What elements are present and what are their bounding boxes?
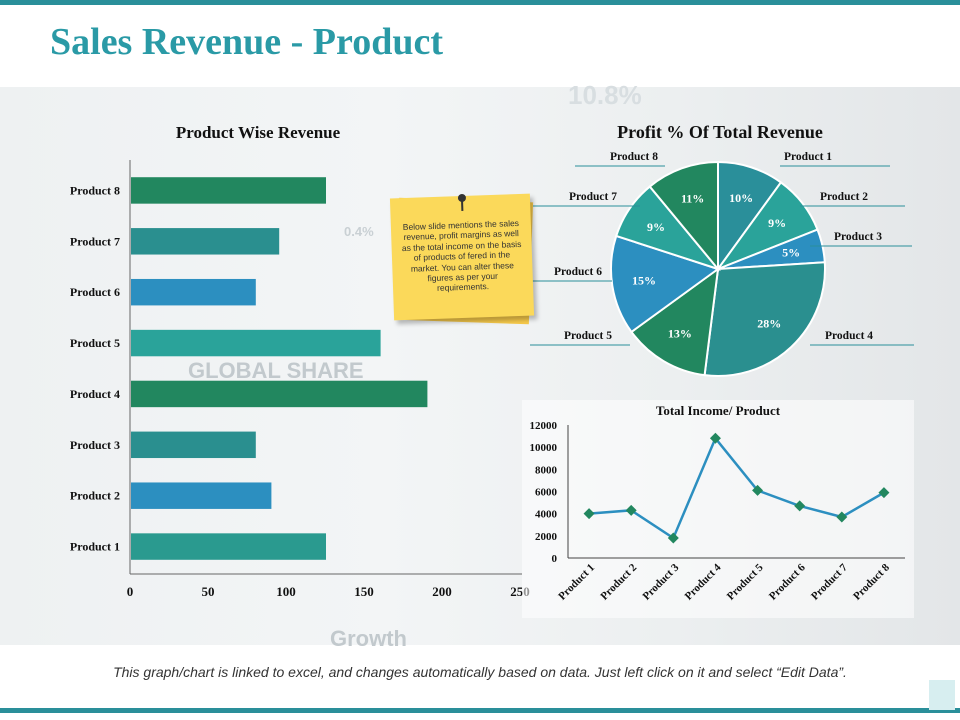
bg-global-share: GLOBAL SHARE: [188, 358, 364, 383]
bar-product-4: [131, 380, 428, 408]
line-y-tick-label: 8000: [535, 464, 558, 476]
bar-category-label: Product 6: [70, 285, 120, 299]
pie-category-label: Product 7: [569, 191, 617, 203]
bg-stat-0-4: 0.4%: [344, 224, 374, 239]
bar-product-6: [131, 278, 256, 306]
bar-category-label: Product 4: [70, 387, 120, 401]
line-point-product-1: [583, 508, 595, 520]
pie-chart: Profit % Of Total Revenue 10% Product 1 9%…: [530, 122, 914, 377]
line-point-product-4: [709, 432, 721, 444]
pin-stem: [461, 200, 464, 211]
line-series: [588, 435, 885, 540]
line-point-product-6: [794, 500, 806, 512]
bar-category-label: Product 7: [70, 234, 120, 248]
pie-data-label: 28%: [757, 317, 781, 331]
bar-x-tick-label: 150: [354, 584, 374, 599]
pie-data-label: 5%: [782, 246, 800, 260]
bar-chart: Product Wise Revenue Product 1 Product 2 P…: [70, 123, 530, 599]
line-point-product-2: [625, 504, 637, 516]
pie-slice-product-6: [610, 234, 721, 334]
bar-category-label: Product 8: [70, 183, 120, 197]
line-y-tick-label: 6000: [535, 487, 558, 499]
pie-slice-product-5: [630, 266, 720, 377]
bar-product-5: [131, 329, 381, 357]
pie-category-label: Product 4: [825, 330, 873, 342]
bar-product-2: [131, 482, 272, 509]
line-point-product-3: [667, 532, 679, 544]
bg-stat-10-8: 10.8%: [568, 80, 642, 110]
bar-category-label: Product 2: [70, 489, 120, 503]
pie-data-label: 9%: [768, 216, 786, 230]
pie-data-label: 9%: [647, 220, 665, 234]
slide-title: Sales Revenue - Product: [50, 21, 443, 63]
bar-product-8: [131, 177, 326, 204]
bar-category-label: Product 5: [70, 336, 120, 350]
bar-category-label: Product 1: [70, 540, 120, 554]
pie-category-label: Product 3: [834, 231, 882, 243]
line-chart-title: Total Income/ Product: [656, 403, 781, 418]
line-chart: Total Income/ Product 0 2000 4000 6000 8000 1…: [522, 400, 914, 618]
bar-product-1: [131, 533, 326, 560]
pie-chart-title: Profit % Of Total Revenue: [617, 122, 823, 142]
bar-product-7: [131, 228, 280, 255]
bar-product-3: [131, 431, 256, 459]
line-point-product-7: [836, 511, 848, 523]
sticky-note: Below slide mentions the sales revenue, …: [389, 193, 535, 321]
pie-category-label: Product 1: [784, 151, 832, 163]
line-y-tick-label: 12000: [530, 420, 558, 432]
bar-x-tick-label: 0: [127, 584, 134, 599]
bar-x-tick-label: 100: [276, 584, 296, 599]
pie-data-label: 11%: [681, 192, 704, 206]
top-accent-rule: [0, 0, 960, 5]
pie-slice-product-8: [648, 160, 719, 272]
bar-category-label: Product 3: [70, 438, 120, 452]
line-y-tick-label: 4000: [535, 509, 558, 521]
bar-x-tick-label: 50: [202, 584, 215, 599]
footer-text: This graph/chart is linked to excel, and…: [113, 664, 847, 680]
bottom-accent-rule: [0, 708, 960, 713]
line-y-tick-label: 2000: [535, 531, 558, 543]
pie-data-label: 10%: [729, 191, 753, 205]
corner-decoration: [929, 680, 955, 710]
bar-x-tick-label: 200: [432, 584, 452, 599]
pie-data-label: 15%: [632, 274, 656, 288]
sticky-note-text: Below slide mentions the sales revenue, …: [401, 217, 522, 294]
line-y-tick-label: 10000: [530, 442, 558, 454]
pie-category-label: Product 6: [554, 266, 602, 278]
pie-slice-product-4: [703, 261, 826, 377]
line-point-product-8: [878, 487, 890, 499]
pie-category-label: Product 8: [610, 151, 658, 163]
pie-data-label: 13%: [668, 326, 692, 340]
bar-chart-title: Product Wise Revenue: [176, 123, 341, 142]
pie-category-label: Product 2: [820, 191, 868, 203]
line-y-tick-label: 0: [552, 553, 558, 565]
bg-growth: Growth: [330, 626, 407, 651]
line-point-product-5: [752, 484, 764, 496]
pie-category-label: Product 5: [564, 330, 612, 342]
